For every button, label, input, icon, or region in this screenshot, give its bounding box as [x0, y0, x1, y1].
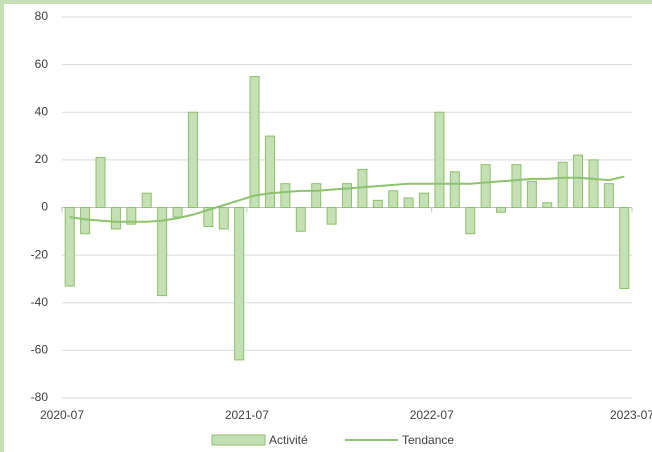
x-tick-label: 2020-07 [40, 408, 84, 422]
bar [372, 199, 383, 208]
y-tick-label: -40 [31, 295, 49, 309]
bar [557, 161, 568, 209]
y-tick-label: -80 [31, 390, 49, 404]
y-tick-label: 20 [35, 152, 49, 166]
bar [326, 207, 337, 225]
legend-swatch [211, 434, 266, 446]
x-tick-label: 2021-07 [225, 408, 269, 422]
bar [110, 207, 121, 230]
bar [465, 207, 476, 235]
bar [280, 183, 291, 208]
legend-label: Activité [269, 433, 308, 447]
bar [419, 192, 430, 208]
y-tick-label: 40 [35, 104, 49, 118]
bar [95, 156, 106, 208]
x-tick-label: 2023-07 [610, 408, 652, 422]
bar [542, 202, 553, 209]
bar [157, 207, 168, 297]
y-tick-label: 0 [41, 200, 48, 214]
bar [172, 207, 183, 218]
bar [588, 159, 599, 208]
y-tick-label: 80 [35, 9, 49, 23]
bar [203, 207, 214, 228]
trend-line [69, 175, 625, 223]
bar [141, 192, 152, 208]
bar [249, 76, 260, 208]
legend-label: Tendance [402, 433, 454, 447]
bar [434, 111, 445, 208]
bar [449, 171, 460, 208]
bar [573, 154, 584, 209]
bar [388, 190, 399, 209]
bar [311, 183, 322, 208]
x-tick-label: 2022-07 [410, 408, 454, 422]
bar [403, 197, 414, 209]
bar [526, 180, 537, 208]
bar [496, 207, 507, 213]
bar [295, 207, 306, 232]
bar [511, 164, 522, 208]
bar [480, 164, 491, 208]
y-tick-label: -60 [31, 343, 49, 357]
y-tick-label: -20 [31, 247, 49, 261]
bar [264, 135, 275, 208]
bar [619, 207, 630, 289]
bar [603, 183, 614, 208]
bar [126, 207, 137, 225]
y-tick-label: 60 [35, 57, 49, 71]
bar [234, 207, 245, 361]
bar [342, 183, 352, 208]
bar [187, 111, 198, 208]
bar [64, 207, 75, 287]
bar [218, 207, 229, 230]
